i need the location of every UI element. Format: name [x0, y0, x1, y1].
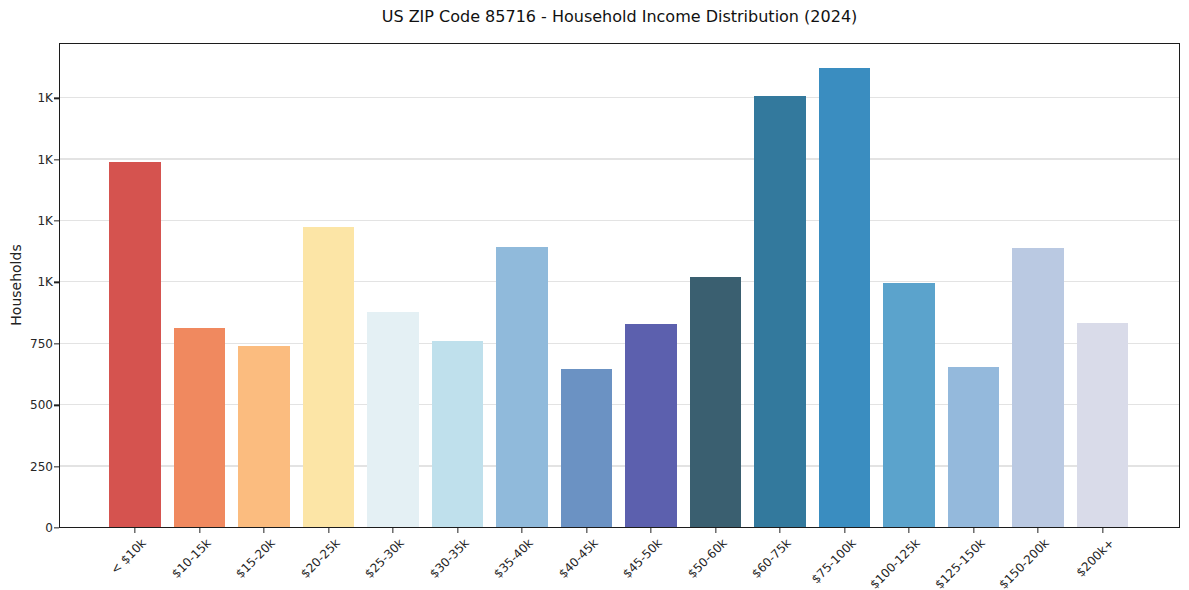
y-tick-mark: [54, 159, 59, 160]
y-tick-mark: [54, 98, 59, 99]
x-tick-label: $125-150k: [932, 536, 988, 590]
gridline-y-1750: [59, 97, 1180, 98]
x-tick-mark: [779, 528, 780, 533]
bar-60-75k: [754, 96, 806, 528]
bar-15-20k: [238, 346, 290, 528]
y-tick-mark: [54, 527, 59, 528]
x-tick-label: $15-20k: [233, 536, 278, 581]
chart-title: US ZIP Code 85716 - Household Income Dis…: [59, 7, 1180, 26]
x-tick-label: $60-75k: [749, 536, 794, 581]
y-tick-mark: [54, 282, 59, 283]
bar-25-30k: [367, 312, 419, 528]
x-tick-label: $45-50k: [620, 536, 665, 581]
bar-100-125k: [883, 283, 935, 528]
x-tick-label: $50-60k: [685, 536, 730, 581]
y-tick-label: 250: [13, 460, 53, 474]
bar-45-50k: [625, 324, 677, 528]
x-tick-mark: [973, 528, 974, 533]
bar-75-100k: [819, 68, 871, 528]
bar-40-45k: [561, 369, 613, 528]
x-tick-mark: [521, 528, 522, 533]
bar-150-200k: [1012, 248, 1064, 528]
x-tick-mark: [715, 528, 716, 533]
y-tick-mark: [54, 220, 59, 221]
x-tick-label: $75-100k: [808, 536, 858, 586]
x-tick-mark: [263, 528, 264, 533]
x-tick-mark: [844, 528, 845, 533]
x-tick-label: $20-25k: [298, 536, 343, 581]
x-tick-label: $30-35k: [427, 536, 472, 581]
x-tick-label: $200k+: [1073, 536, 1117, 580]
x-tick-label: $10-15k: [169, 536, 214, 581]
x-tick-label: $25-30k: [362, 536, 407, 581]
y-tick-mark: [54, 405, 59, 406]
bar-20-25k: [303, 227, 355, 528]
bar-10k: [109, 162, 161, 528]
x-tick-mark: [1037, 528, 1038, 533]
x-tick-mark: [586, 528, 587, 533]
x-tick-label: $40-45k: [556, 536, 601, 581]
x-tick-mark: [392, 528, 393, 533]
x-tick-mark: [199, 528, 200, 533]
bar-125-150k: [948, 367, 1000, 528]
bar-200k: [1077, 323, 1129, 528]
x-tick-mark: [908, 528, 909, 533]
y-tick-label: 500: [13, 398, 53, 412]
plot-area: [59, 43, 1180, 528]
y-tick-label: 1K: [13, 91, 53, 105]
x-tick-mark: [328, 528, 329, 533]
bar-50-60k: [690, 277, 742, 528]
bar-30-35k: [432, 341, 484, 528]
y-tick-label: 750: [13, 337, 53, 351]
x-tick-mark: [134, 528, 135, 533]
y-tick-label: 1K: [13, 153, 53, 167]
bar-10-15k: [174, 328, 226, 528]
y-tick-label: 0: [13, 521, 53, 535]
y-tick-mark: [54, 343, 59, 344]
y-tick-label: 1K: [13, 275, 53, 289]
gridline-y-1500: [59, 158, 1180, 159]
x-tick-mark: [1102, 528, 1103, 533]
x-tick-label: $150-200k: [996, 536, 1052, 590]
x-tick-mark: [650, 528, 651, 533]
chart-figure: US ZIP Code 85716 - Household Income Dis…: [0, 0, 1189, 590]
y-tick-mark: [54, 466, 59, 467]
y-tick-label: 1K: [13, 214, 53, 228]
x-tick-mark: [457, 528, 458, 533]
bar-35-40k: [496, 247, 548, 528]
x-tick-label: < $10k: [108, 536, 149, 577]
x-tick-label: $35-40k: [491, 536, 536, 581]
gridline-y-1250: [59, 220, 1180, 221]
x-tick-label: $100-125k: [867, 536, 923, 590]
